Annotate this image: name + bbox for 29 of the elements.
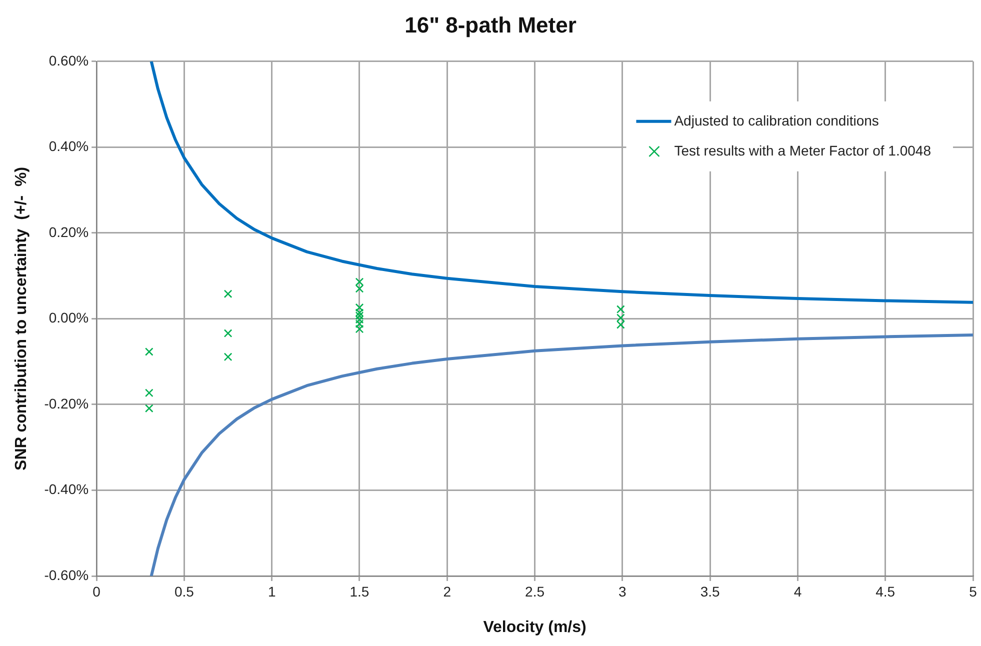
x-tick-label: 3.5 bbox=[700, 583, 720, 600]
y-axis-title: SNR contribution to uncertainty (+/- %) bbox=[13, 166, 30, 470]
legend-label: Adjusted to calibration conditions bbox=[674, 112, 879, 128]
point bbox=[224, 352, 232, 362]
y-tick-label: -0.20% bbox=[44, 395, 89, 412]
x-tick-label: 3 bbox=[618, 583, 627, 600]
legend-label: Test results with a Meter Factor of 1.0048 bbox=[674, 142, 932, 158]
point bbox=[144, 404, 154, 413]
y-tick-label: 0.00% bbox=[48, 310, 89, 326]
y-tick-label: 0.20% bbox=[48, 224, 89, 240]
x-tick-label: 4 bbox=[794, 583, 802, 600]
y-tick-label: -0.60% bbox=[44, 566, 89, 583]
point bbox=[224, 329, 232, 338]
chart-title: 16" 8-path Meter bbox=[404, 12, 577, 38]
x-tick-label: 0 bbox=[92, 583, 101, 600]
point bbox=[224, 290, 232, 298]
x-tick-label: 2 bbox=[443, 583, 452, 600]
y-tick-label: 0.40% bbox=[48, 138, 89, 154]
point bbox=[144, 388, 154, 398]
x-axis-title: Velocity (m/s) bbox=[483, 618, 586, 636]
y-tick-label: -0.40% bbox=[44, 481, 89, 498]
x-tick-label: 0.5 bbox=[174, 583, 194, 600]
x-tick-label: 1 bbox=[268, 583, 276, 600]
x-tick-label: 4.5 bbox=[876, 583, 896, 600]
x-tick-label: 5 bbox=[969, 583, 978, 600]
x-tick-label: 2.5 bbox=[525, 583, 545, 600]
y-tick-label: 0.60% bbox=[48, 52, 89, 68]
point bbox=[144, 348, 154, 356]
x-tick-label: 1.5 bbox=[350, 583, 370, 600]
